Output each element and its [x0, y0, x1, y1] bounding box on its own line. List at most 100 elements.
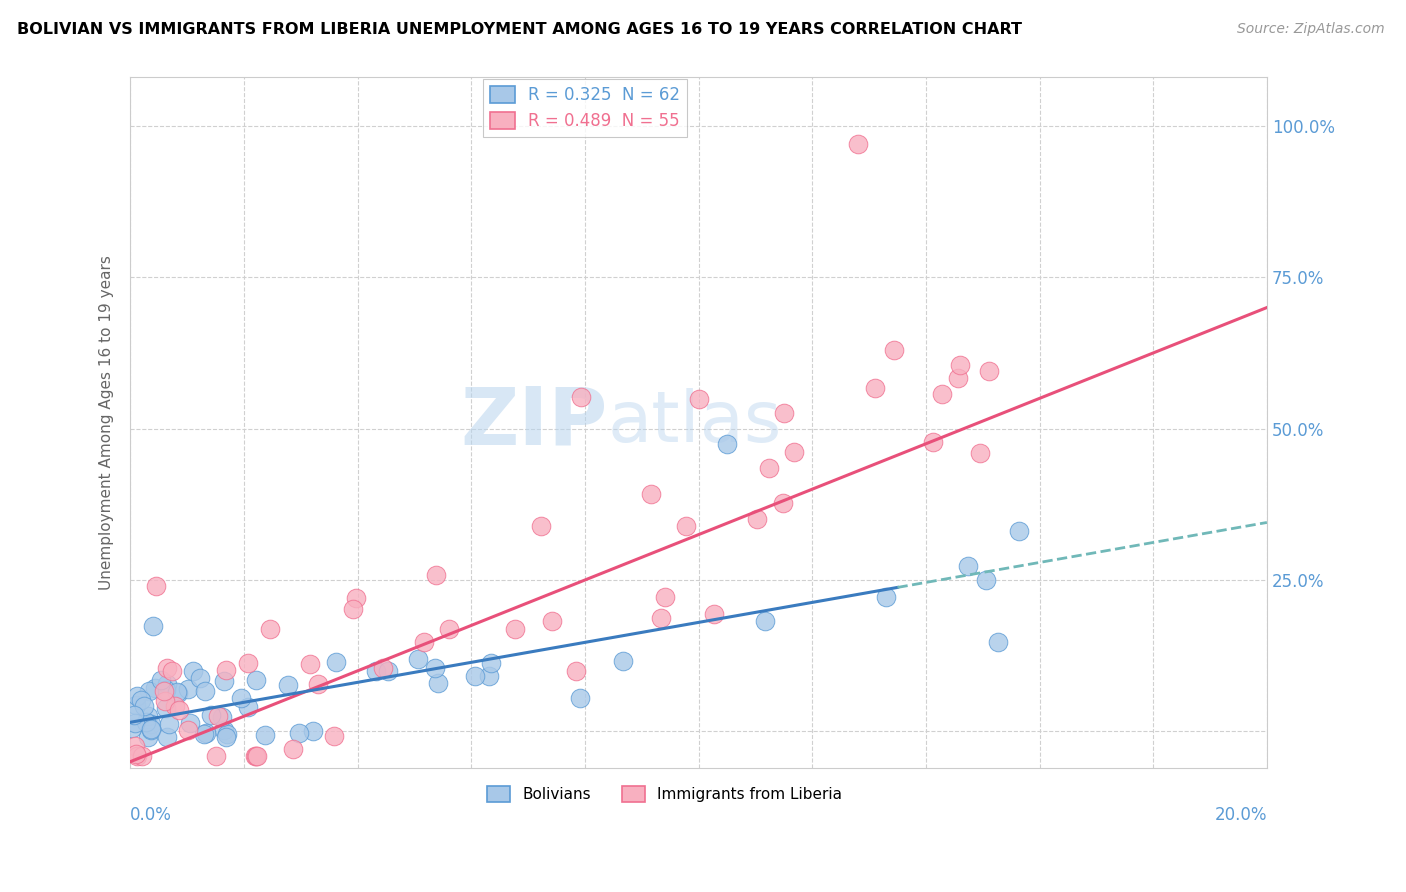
Point: [675, 518, 697, 533]
Point: [215, 663, 238, 677]
Point: [207, 709, 229, 723]
Point: [153, 694, 176, 708]
Point: [716, 436, 738, 450]
Point: [406, 652, 429, 666]
Point: [195, 726, 218, 740]
Point: [437, 622, 460, 636]
Point: [124, 747, 146, 761]
Point: [211, 710, 233, 724]
Point: [194, 683, 217, 698]
Text: 20.0%: 20.0%: [1215, 805, 1267, 823]
Point: [176, 723, 198, 737]
Legend: Bolivians, Immigrants from Liberia: Bolivians, Immigrants from Liberia: [481, 780, 848, 808]
Point: [165, 699, 187, 714]
Point: [342, 602, 364, 616]
Point: [141, 722, 163, 736]
Point: [425, 568, 447, 582]
Point: [612, 655, 634, 669]
Point: [783, 444, 806, 458]
Point: [125, 748, 148, 763]
Point: [246, 748, 269, 763]
Point: [371, 661, 394, 675]
Point: [569, 390, 592, 404]
Point: [302, 724, 325, 739]
Point: [166, 685, 188, 699]
Point: [217, 726, 239, 740]
Point: [640, 487, 662, 501]
Text: atlas: atlas: [607, 388, 782, 457]
Point: [245, 748, 267, 763]
Point: [987, 635, 1010, 649]
Point: [236, 657, 259, 671]
Point: [703, 607, 725, 621]
Point: [846, 136, 869, 151]
Point: [423, 661, 446, 675]
Point: [153, 684, 176, 698]
Point: [205, 748, 228, 763]
Point: [200, 708, 222, 723]
Text: Source: ZipAtlas.com: Source: ZipAtlas.com: [1237, 22, 1385, 37]
Point: [181, 664, 204, 678]
Point: [179, 716, 201, 731]
Point: [142, 619, 165, 633]
Point: [277, 678, 299, 692]
Point: [323, 729, 346, 743]
Point: [772, 496, 794, 510]
Text: BOLIVIAN VS IMMIGRANTS FROM LIBERIA UNEMPLOYMENT AMONG AGES 16 TO 19 YEARS CORRE: BOLIVIAN VS IMMIGRANTS FROM LIBERIA UNEM…: [17, 22, 1022, 37]
Point: [138, 683, 160, 698]
Point: [145, 579, 167, 593]
Point: [413, 634, 436, 648]
Point: [288, 726, 311, 740]
Point: [979, 364, 1001, 378]
Point: [956, 558, 979, 573]
Point: [772, 406, 794, 420]
Point: [136, 708, 159, 723]
Point: [364, 664, 387, 678]
Point: [754, 615, 776, 629]
Point: [307, 676, 329, 690]
Point: [245, 748, 267, 763]
Point: [215, 731, 238, 745]
Text: 0.0%: 0.0%: [131, 805, 172, 823]
Point: [135, 714, 157, 729]
Point: [883, 343, 905, 357]
Point: [949, 359, 972, 373]
Point: [259, 622, 281, 636]
Point: [162, 664, 184, 678]
Point: [245, 673, 267, 687]
Point: [193, 727, 215, 741]
Point: [747, 512, 769, 526]
Point: [177, 682, 200, 697]
Point: [1008, 524, 1031, 539]
Point: [863, 381, 886, 395]
Point: [139, 723, 162, 737]
Point: [124, 716, 146, 731]
Point: [136, 731, 159, 745]
Point: [143, 681, 166, 695]
Point: [139, 716, 162, 731]
Point: [325, 655, 347, 669]
Point: [155, 682, 177, 697]
Point: [121, 721, 143, 735]
Point: [427, 675, 450, 690]
Point: [125, 698, 148, 713]
Point: [922, 435, 945, 450]
Point: [167, 686, 190, 700]
Point: [505, 622, 527, 636]
Point: [298, 657, 321, 672]
Point: [568, 691, 591, 706]
Point: [156, 731, 179, 745]
Point: [479, 657, 502, 671]
Point: [253, 728, 276, 742]
Point: [167, 703, 190, 717]
Point: [344, 591, 367, 606]
Y-axis label: Unemployment Among Ages 16 to 19 years: Unemployment Among Ages 16 to 19 years: [100, 255, 114, 590]
Point: [212, 723, 235, 737]
Point: [127, 690, 149, 704]
Point: [565, 664, 588, 678]
Point: [129, 693, 152, 707]
Point: [231, 690, 253, 705]
Point: [377, 664, 399, 678]
Point: [464, 669, 486, 683]
Point: [132, 699, 155, 714]
